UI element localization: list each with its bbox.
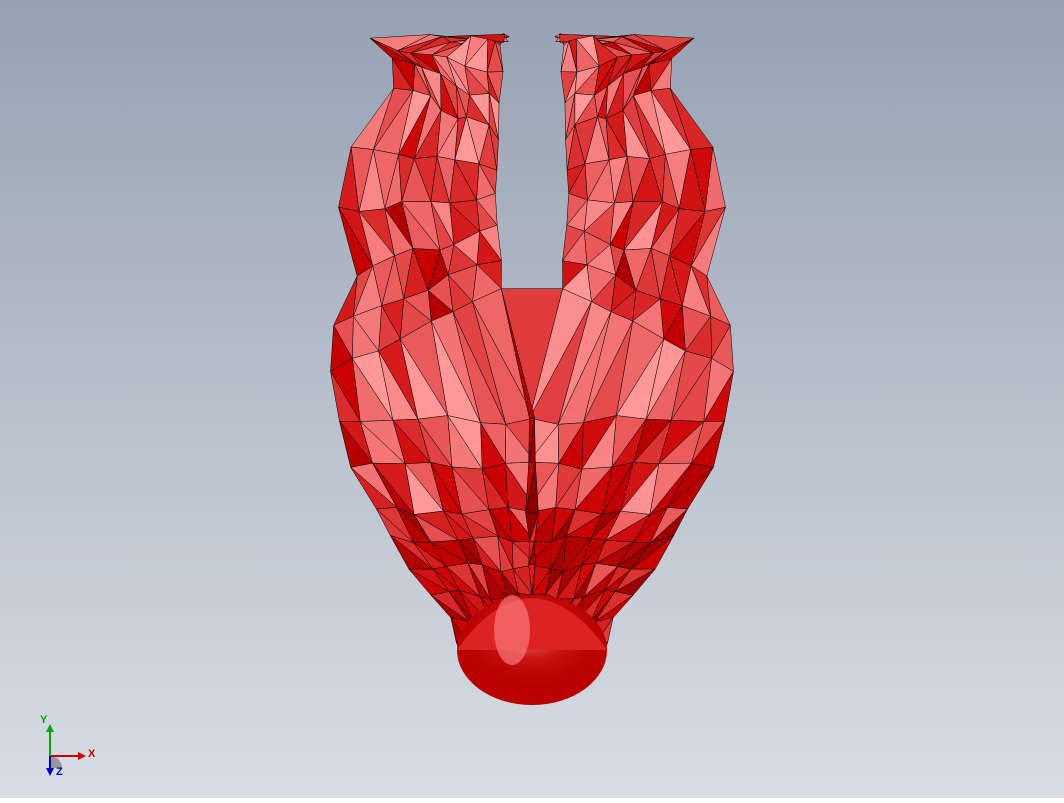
x-axis-arrow: [78, 752, 86, 760]
axis-triad[interactable]: X Y Z: [30, 718, 100, 778]
cad-viewport[interactable]: X Y Z: [0, 0, 1064, 798]
z-axis-label: Z: [56, 766, 63, 778]
viewport-canvas: [0, 0, 1064, 798]
y-axis-label: Y: [40, 714, 47, 726]
x-axis-label: X: [88, 748, 95, 760]
z-axis-arrow: [46, 768, 54, 776]
snout-cylinder: [457, 595, 607, 705]
